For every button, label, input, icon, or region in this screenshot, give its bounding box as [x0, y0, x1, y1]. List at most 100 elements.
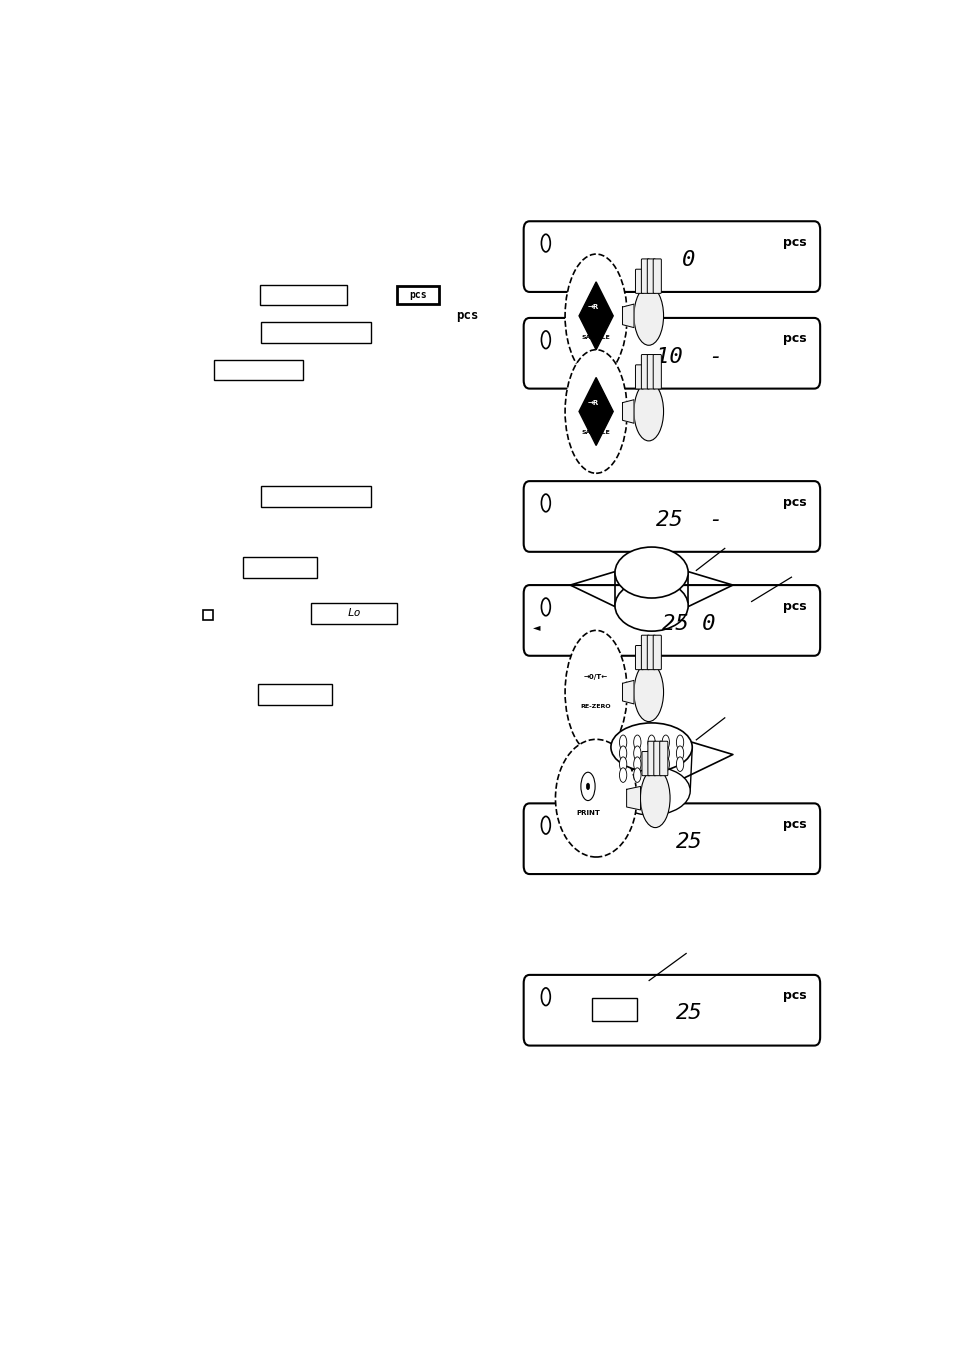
Polygon shape	[626, 787, 639, 810]
Text: 0: 0	[681, 250, 695, 270]
Ellipse shape	[541, 235, 550, 252]
Text: pcs: pcs	[782, 818, 806, 830]
Ellipse shape	[676, 734, 683, 749]
FancyBboxPatch shape	[647, 741, 656, 776]
Ellipse shape	[639, 768, 669, 828]
FancyBboxPatch shape	[523, 481, 820, 552]
Bar	[203, 610, 213, 621]
Ellipse shape	[634, 663, 663, 721]
Bar	[243, 558, 317, 578]
Ellipse shape	[541, 988, 550, 1006]
Polygon shape	[578, 378, 613, 446]
FancyBboxPatch shape	[653, 355, 660, 389]
Text: pcs: pcs	[782, 332, 806, 346]
Bar	[311, 602, 396, 624]
Ellipse shape	[564, 254, 626, 378]
Text: RE-ZERO: RE-ZERO	[580, 705, 611, 709]
Text: Lo: Lo	[347, 608, 360, 618]
Text: →R: →R	[587, 304, 598, 310]
FancyBboxPatch shape	[641, 752, 649, 776]
Text: 25: 25	[675, 1003, 701, 1023]
Text: 10  -: 10 -	[655, 347, 721, 366]
FancyBboxPatch shape	[647, 355, 655, 389]
Text: ◄: ◄	[533, 622, 540, 632]
Ellipse shape	[613, 767, 689, 815]
Text: pcs: pcs	[782, 990, 806, 1003]
FancyBboxPatch shape	[659, 741, 667, 776]
Ellipse shape	[634, 286, 663, 346]
Bar	[213, 359, 302, 381]
Text: →0/T←: →0/T←	[583, 675, 608, 680]
FancyBboxPatch shape	[523, 975, 820, 1046]
FancyBboxPatch shape	[523, 319, 820, 389]
Ellipse shape	[661, 747, 669, 760]
Ellipse shape	[541, 598, 550, 616]
Polygon shape	[578, 282, 613, 350]
FancyBboxPatch shape	[653, 636, 660, 670]
Ellipse shape	[586, 783, 589, 790]
FancyBboxPatch shape	[635, 364, 643, 389]
FancyBboxPatch shape	[523, 221, 820, 292]
Ellipse shape	[676, 747, 683, 760]
Ellipse shape	[618, 734, 626, 749]
FancyBboxPatch shape	[640, 259, 649, 293]
Ellipse shape	[541, 817, 550, 834]
Text: 25  -: 25 -	[655, 510, 721, 529]
Ellipse shape	[541, 494, 550, 512]
Ellipse shape	[661, 734, 669, 749]
Ellipse shape	[633, 757, 640, 771]
Ellipse shape	[647, 734, 655, 749]
FancyBboxPatch shape	[653, 259, 660, 293]
Ellipse shape	[647, 757, 655, 771]
Polygon shape	[622, 400, 634, 424]
Ellipse shape	[618, 757, 626, 771]
Text: 25: 25	[675, 832, 701, 852]
FancyBboxPatch shape	[647, 259, 655, 293]
Ellipse shape	[618, 747, 626, 760]
Polygon shape	[622, 680, 634, 703]
Ellipse shape	[564, 350, 626, 474]
Polygon shape	[622, 304, 634, 328]
Bar	[259, 285, 347, 305]
Text: PRINT: PRINT	[576, 810, 599, 815]
Ellipse shape	[633, 734, 640, 749]
FancyBboxPatch shape	[640, 636, 649, 670]
Ellipse shape	[633, 747, 640, 760]
Ellipse shape	[541, 331, 550, 348]
Text: pcs: pcs	[782, 236, 806, 248]
FancyBboxPatch shape	[635, 645, 643, 670]
Bar	[261, 486, 370, 508]
Text: 25 0: 25 0	[661, 614, 715, 633]
FancyBboxPatch shape	[640, 355, 649, 389]
Text: →R: →R	[587, 400, 598, 406]
FancyBboxPatch shape	[635, 269, 643, 293]
Bar	[258, 684, 332, 705]
Ellipse shape	[634, 382, 663, 441]
Text: SAMPLE: SAMPLE	[581, 431, 610, 435]
Bar	[396, 286, 438, 304]
Ellipse shape	[676, 757, 683, 771]
FancyBboxPatch shape	[647, 636, 655, 670]
Ellipse shape	[580, 772, 595, 801]
Ellipse shape	[618, 768, 626, 783]
Ellipse shape	[564, 630, 626, 753]
Ellipse shape	[615, 580, 687, 632]
FancyBboxPatch shape	[653, 741, 661, 776]
Polygon shape	[570, 560, 732, 624]
Text: pcs: pcs	[409, 290, 426, 300]
Text: pcs: pcs	[456, 309, 477, 323]
Polygon shape	[570, 730, 732, 794]
Ellipse shape	[647, 747, 655, 760]
Ellipse shape	[615, 547, 687, 598]
Ellipse shape	[661, 757, 669, 771]
Text: pcs: pcs	[782, 599, 806, 613]
Ellipse shape	[555, 740, 637, 857]
Ellipse shape	[633, 768, 640, 783]
Text: SAMPLE: SAMPLE	[581, 335, 610, 340]
Bar	[592, 999, 637, 1021]
Text: pcs: pcs	[782, 495, 806, 509]
FancyBboxPatch shape	[523, 585, 820, 656]
Ellipse shape	[610, 722, 692, 771]
FancyBboxPatch shape	[523, 803, 820, 873]
Bar	[261, 323, 370, 343]
